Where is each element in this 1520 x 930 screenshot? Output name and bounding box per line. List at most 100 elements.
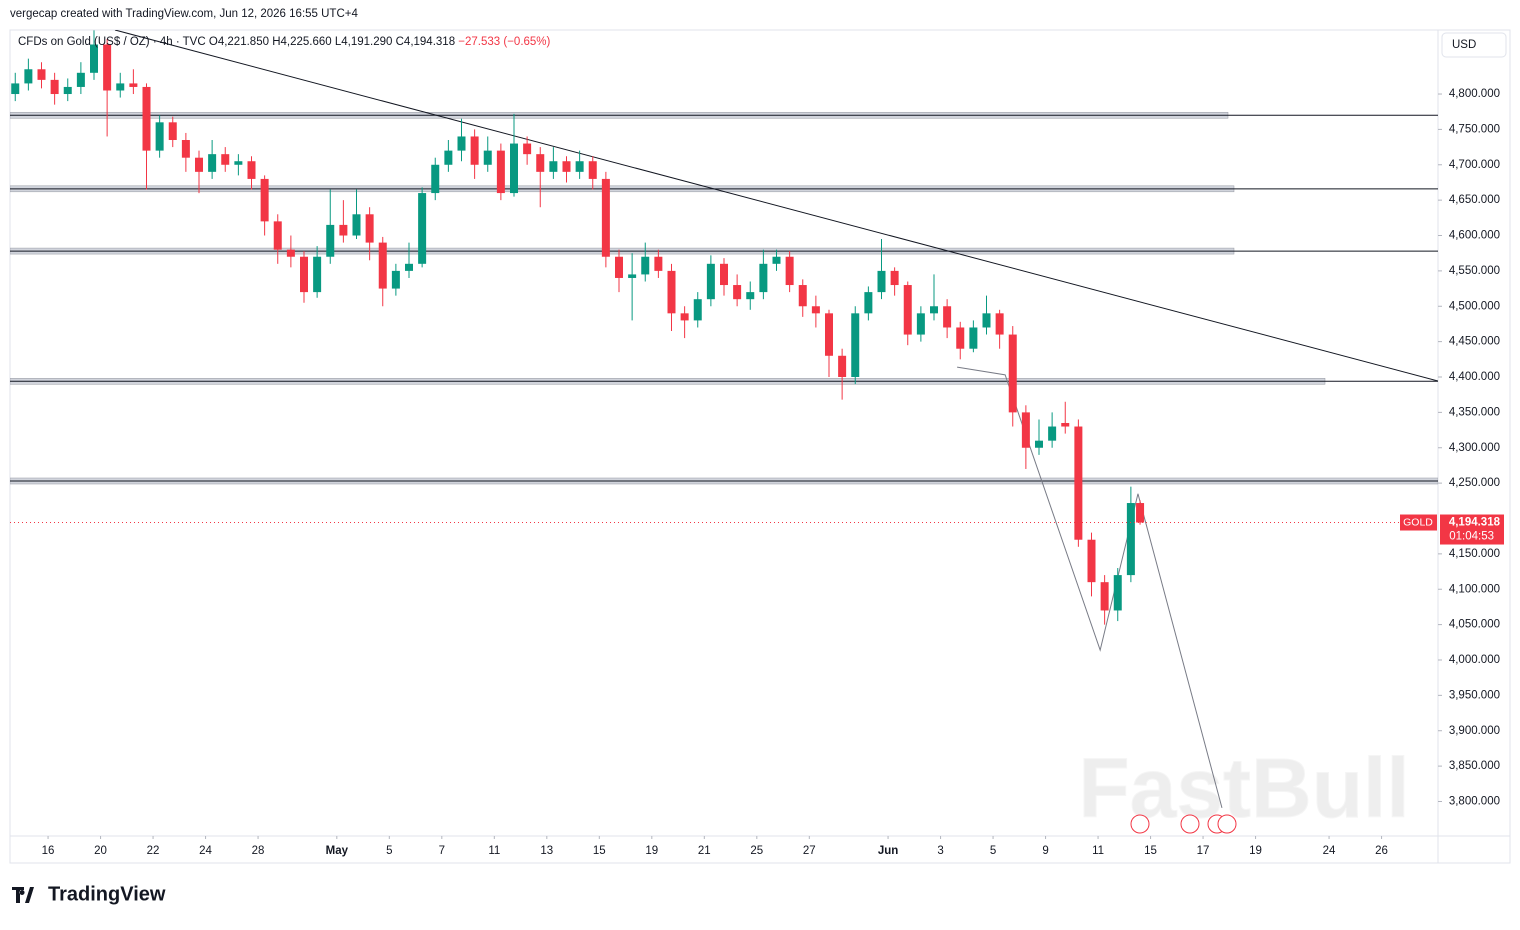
candle-body — [155, 122, 164, 151]
y-tick-label: 4,050.000 — [1449, 619, 1500, 631]
candle-body — [693, 299, 702, 321]
ticker-badge — [1400, 514, 1437, 531]
currency: USD — [1452, 39, 1476, 51]
candle-body — [431, 164, 440, 194]
currency-button[interactable] — [1441, 32, 1507, 58]
candle-body — [864, 292, 873, 314]
candle-body — [418, 193, 427, 264]
x-tick-label: 11 — [488, 845, 500, 857]
candle-body — [720, 263, 728, 286]
candle-body — [195, 157, 203, 172]
candle-body — [365, 214, 374, 243]
ohlc-value: −27.533 (−0.65%) — [458, 36, 550, 48]
ohlc-value: L4,191.290 — [335, 36, 393, 48]
candle-body — [234, 161, 243, 165]
logo-text: TradingView — [48, 883, 166, 905]
x-tick-label: 5 — [990, 845, 996, 857]
candle-body — [313, 256, 322, 293]
x-tick-label: 15 — [593, 845, 606, 857]
candle-body — [667, 270, 676, 314]
candle-body — [260, 178, 269, 222]
x-tick-label: 16 — [42, 845, 55, 857]
ticker: GOLD — [1403, 516, 1433, 528]
candle-body — [654, 256, 663, 271]
candle-body — [391, 270, 400, 289]
y-tick-label: 4,700.000 — [1449, 159, 1500, 171]
candle-body — [601, 178, 610, 257]
y-tick-label: 4,450.000 — [1449, 336, 1500, 348]
candle-body — [615, 256, 623, 278]
candle-body — [772, 256, 781, 264]
candle-body — [825, 313, 833, 356]
candle-body — [1126, 503, 1135, 576]
event-icon[interactable] — [1130, 814, 1150, 834]
credit: vergecap created with TradingView.com, J… — [10, 8, 358, 20]
frame — [9, 29, 1511, 864]
candle-body — [982, 313, 991, 328]
candle-body — [746, 292, 755, 300]
candle-body — [628, 274, 637, 278]
candle-body — [1087, 539, 1096, 583]
x-tick-label: 17 — [1197, 845, 1210, 857]
candle-body — [549, 161, 558, 172]
ohlc-value: C4,194.318 — [396, 36, 455, 48]
y-tick-label: 4,250.000 — [1449, 477, 1500, 489]
candle-body — [943, 306, 952, 328]
candle-body — [811, 306, 820, 314]
x-tick-label: May — [326, 845, 349, 857]
plot — [10, 30, 1438, 808]
candle-body — [103, 44, 112, 91]
x-tick-label: 21 — [698, 845, 711, 857]
candle-body — [956, 327, 965, 349]
x-tick-label: 27 — [803, 845, 816, 857]
y-tick-label: 3,800.000 — [1449, 796, 1500, 808]
candle-body — [1074, 426, 1083, 540]
candle-body — [1048, 426, 1057, 441]
candle-body — [562, 161, 571, 172]
y-tick-label: 3,950.000 — [1449, 689, 1500, 701]
logo: TradingView — [12, 883, 166, 905]
candle-body — [588, 161, 597, 179]
ohlc-value: O4,221.850 — [209, 36, 269, 48]
candle-body — [378, 242, 387, 289]
x-tick-label: 24 — [1323, 845, 1336, 857]
candle-body — [63, 86, 72, 95]
x-tick-label: 20 — [94, 845, 107, 857]
symbol-legend: CFDs on Gold (US$ / OZ) · 4h · TVC O4,22… — [18, 36, 551, 48]
y-tick-label: 4,400.000 — [1449, 371, 1500, 383]
candle-body — [142, 86, 151, 151]
event-icons — [1130, 814, 1237, 834]
event-icon[interactable] — [1180, 814, 1200, 834]
candle-body — [890, 270, 899, 286]
x-tick-label: 9 — [1042, 845, 1048, 857]
candle-body — [273, 221, 282, 250]
candle-body — [995, 313, 1004, 335]
y-tick-label: 4,350.000 — [1449, 406, 1500, 418]
y-tick-label: 4,650.000 — [1449, 194, 1500, 206]
candle-body — [1061, 422, 1070, 427]
x-tick-label: 3 — [937, 845, 943, 857]
candle-body — [496, 150, 505, 194]
candle-body — [90, 44, 98, 73]
candle-body — [877, 270, 886, 293]
y-tick-label: 3,850.000 — [1449, 760, 1500, 772]
candle-body — [247, 161, 256, 179]
candle-body — [536, 154, 545, 172]
countdown: 01:04:53 — [1449, 531, 1494, 543]
x-tick-label: 13 — [540, 845, 553, 857]
candle-body — [1100, 582, 1109, 611]
y-tick-label: 4,000.000 — [1449, 654, 1500, 666]
y-tick-label: 4,150.000 — [1449, 548, 1500, 560]
candle-body — [129, 83, 138, 87]
candle-body — [444, 150, 453, 165]
y-tick-label: 3,900.000 — [1449, 725, 1500, 737]
candle-body — [523, 143, 532, 155]
x-tick-label: 28 — [252, 845, 265, 857]
event-icon[interactable] — [1217, 814, 1237, 834]
x-tick-label: Jun — [878, 845, 898, 857]
y-tick-label: 4,800.000 — [1449, 88, 1500, 100]
trendline — [114, 30, 1438, 382]
y-tick-label: 4,100.000 — [1449, 583, 1500, 595]
y-tick-label: 4,500.000 — [1449, 300, 1500, 312]
